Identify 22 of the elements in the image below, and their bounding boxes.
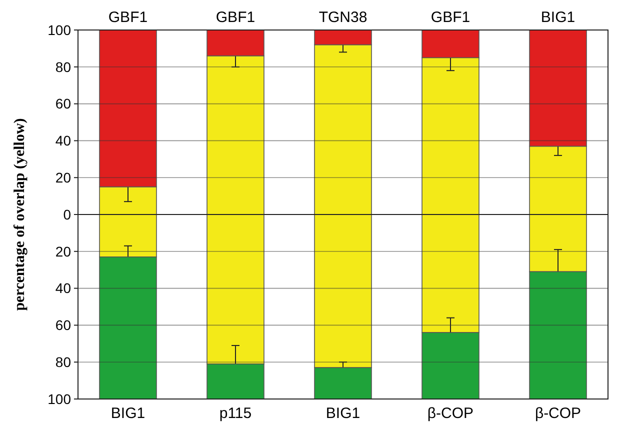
x-tick-label: β-COP — [534, 405, 582, 422]
y-tick-label: 20 — [55, 170, 72, 186]
x-tick-label: GBF1 — [430, 9, 470, 26]
y-tick-label: 80 — [55, 354, 72, 370]
x-tick-label: BIG1 — [326, 405, 360, 422]
y-axis-title: percentage of overlap (yellow) — [12, 118, 28, 311]
y-tick-label: 80 — [55, 58, 72, 75]
x-tick-label: BIG1 — [540, 9, 576, 26]
x-tick-label: BIG1 — [110, 405, 146, 422]
y-tick-label: 60 — [55, 96, 72, 112]
x-tick-label: GBF1 — [108, 9, 148, 26]
x-tick-label: TGN38 — [318, 9, 368, 26]
y-tick-label: 40 — [55, 132, 72, 149]
y-tick-label: 20 — [55, 243, 72, 260]
y-tick-label: 100 — [48, 390, 72, 407]
y-tick-label: 60 — [55, 317, 72, 334]
y-tick-label: 100 — [48, 22, 72, 38]
y-tick-label: 40 — [55, 280, 72, 296]
y-tick-label: 0 — [63, 206, 72, 222]
x-tick-label: GBF1 — [216, 9, 256, 26]
x-tick-label: β-COP — [427, 405, 474, 422]
x-tick-label: p115 — [219, 405, 252, 422]
